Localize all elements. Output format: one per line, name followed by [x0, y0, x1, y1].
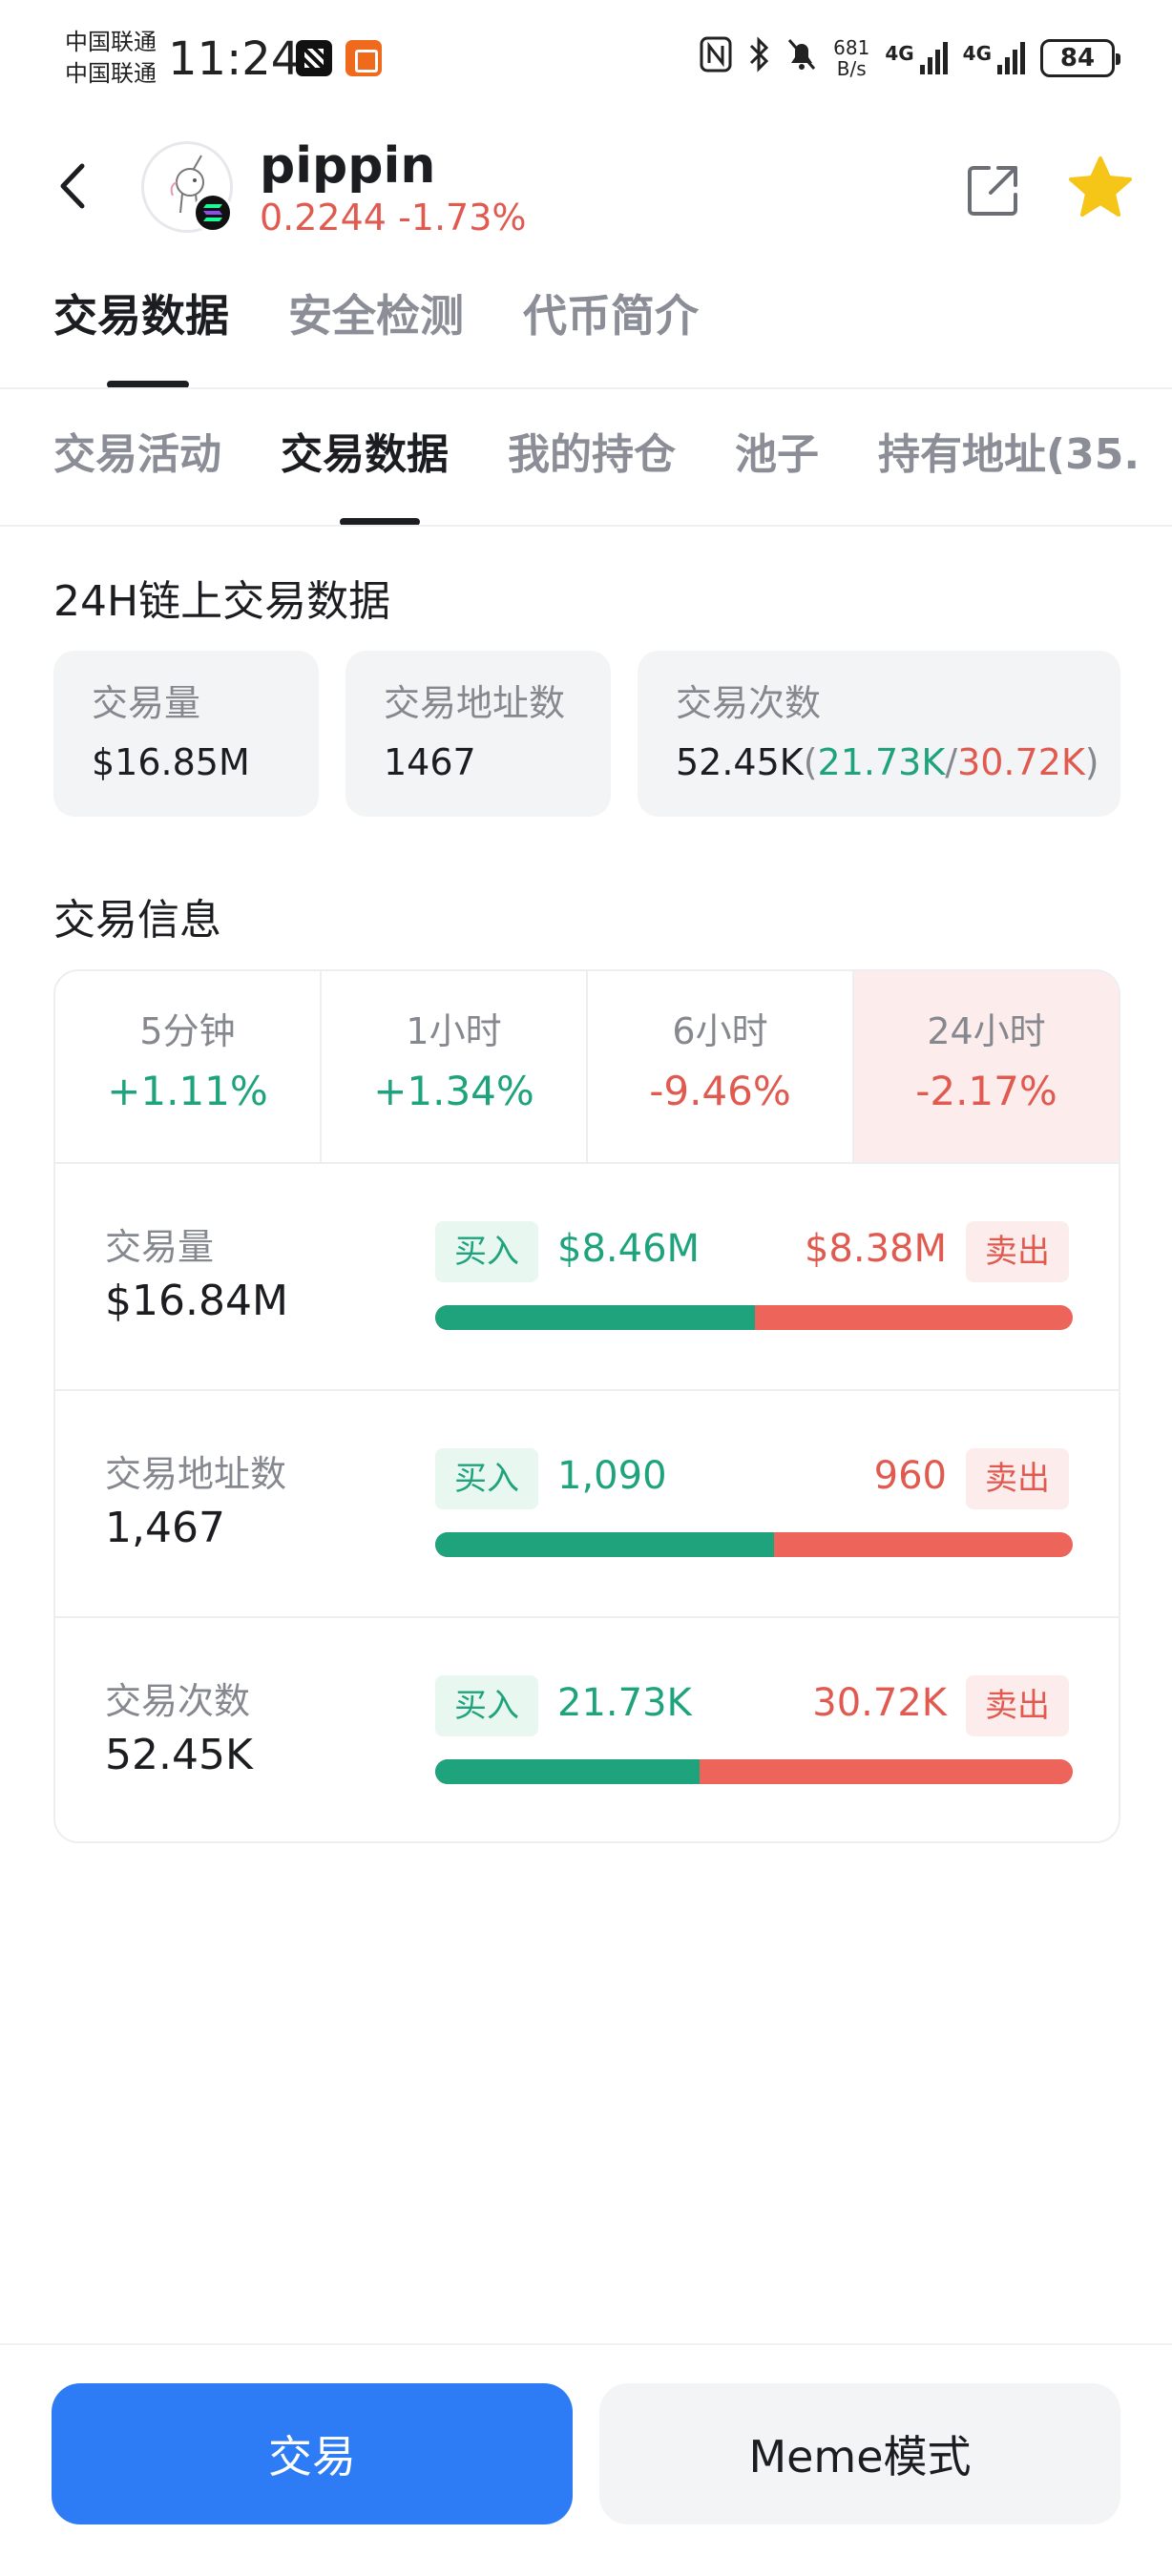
buy-sell-ratio-bar [435, 1759, 1073, 1784]
buy-ratio-fill [435, 1759, 700, 1784]
txns-total: 52.45K [676, 741, 804, 783]
token-price: 0.2244 [260, 197, 387, 239]
buy-sell-ratio-bar [435, 1305, 1073, 1330]
row-label: 交易次数 [105, 1680, 251, 1722]
clock: 11:24 [168, 32, 301, 86]
back-icon[interactable] [53, 162, 92, 210]
favorite-star-icon[interactable] [1065, 153, 1136, 223]
sell-tag: 卖出 [966, 1448, 1069, 1509]
stat-label: 交易次数 [676, 682, 822, 724]
stat-card-addresses: 交易地址数 1467 [345, 651, 611, 817]
stat-card-volume: 交易量 $16.85M [53, 651, 319, 817]
mute-bell-icon [785, 36, 818, 81]
subtab-trade-activity[interactable]: 交易活动 [53, 430, 221, 479]
status-bar: 中国联通 中国联通 11:24 681 B/s 4G 4G 84 [0, 0, 1172, 114]
token-price-line: 0.2244 -1.73% [260, 197, 527, 239]
battery-icon: 84 [1040, 39, 1120, 77]
tab-token-intro[interactable]: 代币简介 [523, 290, 699, 342]
buy-tag: 买入 [435, 1448, 538, 1509]
subtab-trade-data[interactable]: 交易数据 [281, 430, 449, 479]
carrier-2: 中国联通 [65, 60, 157, 87]
row-label: 交易地址数 [105, 1453, 287, 1495]
buy-ratio-fill [435, 1305, 756, 1330]
sell-value: $8.38M [804, 1227, 947, 1271]
row-value: 52.45K [105, 1731, 253, 1779]
subtab-pools[interactable]: 池子 [735, 430, 819, 479]
signal-2-icon: 4G [963, 42, 1025, 74]
network-speed: 681 B/s [833, 36, 870, 80]
token-name: pippin [260, 137, 436, 195]
buy-value: 1,090 [557, 1454, 667, 1498]
trade-row-txns: 交易次数 52.45K 买入 21.73K 30.72K 卖出 [55, 1618, 1119, 1841]
sell-tag: 卖出 [966, 1675, 1069, 1736]
status-icons: 681 B/s 4G 4G 84 [700, 34, 1120, 82]
stat-value: 52.45K(21.73K/30.72K) [676, 741, 1099, 783]
sub-tabs: 交易活动 交易数据 我的持仓 池子 持有地址(35. [53, 422, 1140, 488]
period-selector: 5分钟 +1.11% 1小时 +1.34% 6小时 -9.46% 24小时 -2… [55, 971, 1119, 1164]
buy-tag: 买入 [435, 1221, 538, 1282]
section-title-onchain: 24H链上交易数据 [53, 577, 391, 626]
txns-buys: 21.73K [817, 741, 946, 783]
buy-value: $8.46M [557, 1227, 701, 1271]
stat-value: $16.85M [92, 741, 250, 783]
divider [0, 525, 1172, 527]
notification-app-icon [296, 40, 332, 76]
token-change: -1.73% [398, 197, 527, 239]
row-value: 1,467 [105, 1504, 225, 1552]
carrier-1: 中国联通 [65, 29, 157, 55]
txns-sells: 30.72K [957, 741, 1085, 783]
sell-value: 960 [873, 1454, 947, 1498]
sub-tab-indicator [340, 518, 420, 526]
buy-tag: 买入 [435, 1675, 538, 1736]
period-5m[interactable]: 5分钟 +1.11% [55, 971, 322, 1162]
main-tabs: 交易数据 安全检测 代币简介 [53, 282, 699, 349]
stat-label: 交易量 [92, 682, 201, 724]
trade-row-volume: 交易量 $16.84M 买入 $8.46M $8.38M 卖出 [55, 1164, 1119, 1391]
subtab-my-position[interactable]: 我的持仓 [508, 430, 676, 479]
buy-sell-ratio-bar [435, 1532, 1073, 1557]
period-6h[interactable]: 6小时 -9.46% [588, 971, 854, 1162]
subtab-holders[interactable]: 持有地址(35. [878, 430, 1141, 479]
trade-row-addresses: 交易地址数 1,467 买入 1,090 960 卖出 [55, 1391, 1119, 1618]
sell-tag: 卖出 [966, 1221, 1069, 1282]
stat-value: 1467 [384, 741, 476, 783]
divider [0, 387, 1172, 389]
trade-button[interactable]: 交易 [52, 2383, 573, 2524]
notification-app-icon [345, 40, 382, 76]
unicorn-logo-icon [170, 155, 204, 214]
carrier-labels: 中国联通 中国联通 [65, 27, 157, 90]
buy-value: 21.73K [557, 1681, 692, 1725]
section-title-trade-info: 交易信息 [53, 896, 221, 945]
bottom-divider [0, 2343, 1172, 2345]
main-tab-indicator [107, 381, 189, 388]
period-1h[interactable]: 1小时 +1.34% [322, 971, 588, 1162]
stat-card-txns: 交易次数 52.45K(21.73K/30.72K) [638, 651, 1120, 817]
tab-trade-data[interactable]: 交易数据 [53, 290, 229, 342]
solana-chain-icon [193, 193, 233, 233]
trade-info-panel: 5分钟 +1.11% 1小时 +1.34% 6小时 -9.46% 24小时 -2… [53, 969, 1120, 1843]
share-icon[interactable] [964, 160, 1023, 219]
sell-value: 30.72K [812, 1681, 947, 1725]
meme-mode-button[interactable]: Meme模式 [599, 2383, 1120, 2524]
stat-label: 交易地址数 [384, 682, 566, 724]
bluetooth-icon [747, 35, 770, 81]
period-24h[interactable]: 24小时 -2.17% [854, 971, 1119, 1162]
tab-security-check[interactable]: 安全检测 [288, 290, 464, 342]
buy-ratio-fill [435, 1532, 775, 1557]
signal-1-icon: 4G [885, 42, 948, 74]
row-value: $16.84M [105, 1277, 288, 1325]
nfc-icon [700, 36, 732, 81]
row-label: 交易量 [105, 1226, 215, 1268]
